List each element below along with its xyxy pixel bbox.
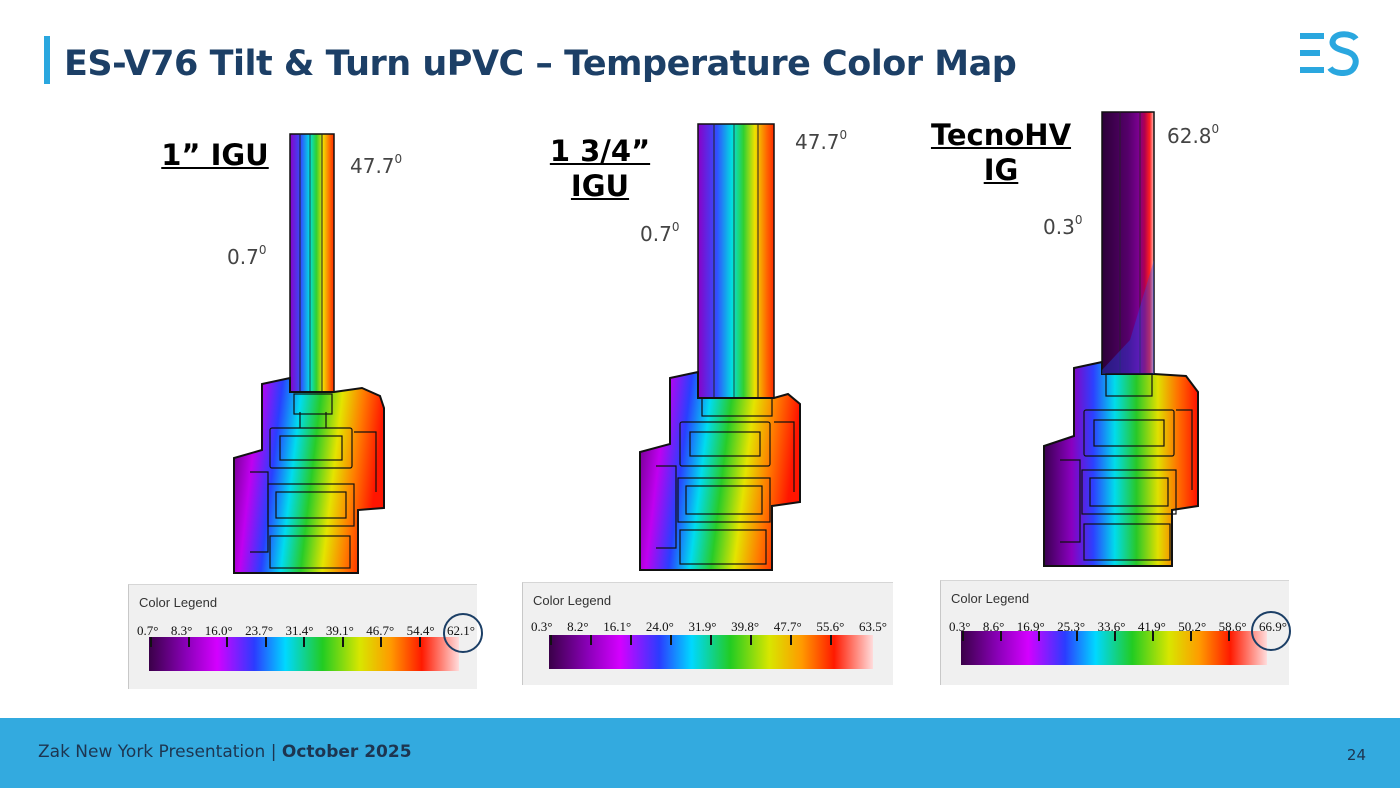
legend-tick: 39.1° — [325, 623, 354, 638]
panel-1-temp-high: 47.70 — [350, 152, 403, 178]
legend-gradient-bar — [149, 637, 459, 671]
legend-tick: 31.9° — [688, 619, 717, 634]
panel-3-thermal-section — [1043, 111, 1199, 567]
legend-title: Color Legend — [951, 591, 1030, 606]
legend-tick: 8.3° — [170, 623, 193, 638]
footer-date: October 2025 — [281, 742, 412, 762]
legend-tick: 55.6° — [816, 619, 845, 634]
footer-presentation-name: Zak New York Presentation | — [38, 742, 277, 762]
panel-1-label: 1” IGU — [161, 138, 269, 172]
panel-2-temp-low: 0.70 — [640, 220, 680, 246]
legend-tick: 63.5° — [859, 619, 887, 634]
panel-2-temp-high: 47.70 — [795, 128, 848, 154]
legend-tick: 33.6° — [1097, 619, 1126, 634]
legend-tick: 8.6° — [982, 619, 1005, 634]
legend-tick-labels: 0.3° 8.2° 16.1° 24.0° 31.9° 39.8° 47.7° … — [531, 619, 887, 635]
legend-gradient-bar — [549, 635, 873, 669]
legend-tick: 0.7° — [137, 623, 159, 638]
legend-tick: 23.7° — [245, 623, 274, 638]
legend-tick: 54.4° — [406, 623, 435, 638]
legend-tick: 24.0° — [645, 619, 674, 634]
panel-1-thermal-section — [233, 133, 385, 574]
panel-2-color-legend: Color Legend 0.3° 8.2° 16.1° 24.0° 31.9°… — [522, 582, 893, 685]
es-logo: ES — [1300, 31, 1359, 76]
legend-tick: 0.3° — [949, 619, 971, 634]
legend-tick: 8.2° — [567, 619, 589, 634]
legend-tick: 39.8° — [731, 619, 760, 634]
panel-1-temp-low: 0.70 — [227, 243, 267, 269]
legend-max-highlight-circle — [1251, 611, 1291, 651]
legend-tick: 31.4° — [285, 623, 314, 638]
legend-max-highlight-circle — [443, 613, 483, 653]
legend-tick: 58.6° — [1218, 619, 1247, 634]
legend-title: Color Legend — [533, 593, 612, 608]
legend-tick: 41.9° — [1137, 619, 1166, 634]
legend-tick: 47.7° — [773, 619, 802, 634]
legend-title: Color Legend — [139, 595, 218, 610]
legend-tick: 0.3° — [531, 619, 553, 634]
panel-3-label: TecnoHVIG — [930, 118, 1072, 187]
panel-3-temp-low: 0.30 — [1043, 213, 1083, 239]
title-accent-bar — [44, 36, 50, 84]
legend-tick: 46.7° — [366, 623, 395, 638]
panel-3-temp-high: 62.80 — [1167, 122, 1220, 148]
panel-2-label: 1 3/4” IGU — [549, 134, 651, 203]
panel-3-color-legend: Color Legend 0.3° 8.6° 16.9° 25.3° 33.6°… — [940, 580, 1291, 685]
legend-tick: 25.3° — [1057, 619, 1086, 634]
panel-2-thermal-section — [639, 123, 801, 571]
footer-presentation-info: Zak New York Presentation | October 2025 — [38, 742, 412, 762]
legend-tick-labels: 0.7° 8.3° 16.0° 23.7° 31.4° 39.1° 46.7° … — [137, 623, 475, 639]
footer-bar: Zak New York Presentation | October 2025… — [0, 718, 1400, 788]
page-number: 24 — [1346, 746, 1366, 764]
panel-1-color-legend: Color Legend 0.7° 8.3° 16.0° 23.7° 31.4°… — [128, 584, 483, 689]
slide-title: ES-V76 Tilt & Turn uPVC – Temperature Co… — [64, 44, 1017, 84]
legend-gradient-bar — [961, 631, 1267, 665]
legend-tick: 16.0° — [204, 623, 233, 638]
legend-tick: 16.9° — [1016, 619, 1045, 634]
legend-tick: 50.2° — [1178, 619, 1207, 634]
legend-tick: 16.1° — [603, 619, 632, 634]
